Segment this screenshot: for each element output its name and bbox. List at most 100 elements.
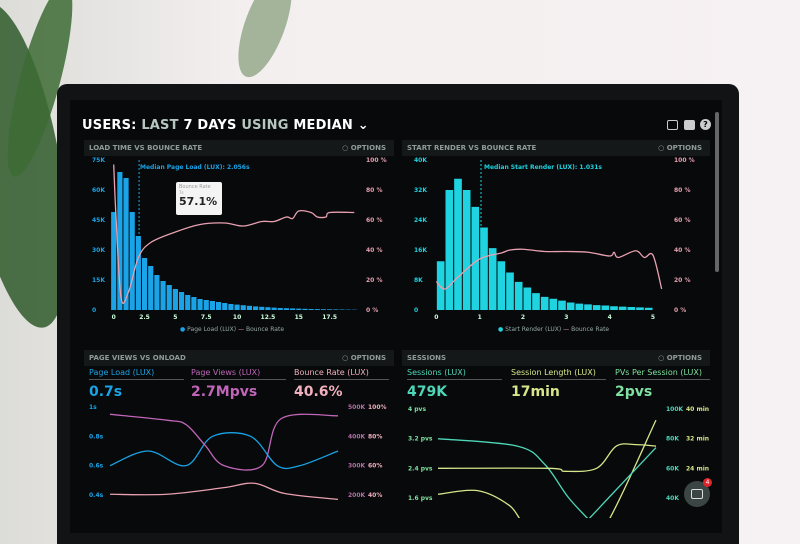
tooltip-value: 57.1% bbox=[179, 195, 219, 208]
y-tick-label: 24K bbox=[414, 217, 427, 224]
y3-tick-label: 60% bbox=[368, 463, 382, 470]
y3-tick-label: 24 min bbox=[686, 465, 709, 472]
y-tick-label: 32K bbox=[414, 187, 427, 194]
chat-button[interactable]: 4 bbox=[684, 481, 710, 507]
y3-tick-label: 40 min bbox=[686, 406, 709, 413]
x-tick-label: 0 bbox=[434, 314, 438, 321]
bar bbox=[524, 288, 532, 311]
bar bbox=[576, 304, 584, 310]
series-line bbox=[110, 433, 338, 469]
bar bbox=[154, 275, 159, 310]
x-tick-label: 5 bbox=[173, 314, 177, 321]
bar bbox=[333, 309, 338, 310]
bar bbox=[130, 212, 135, 310]
bar bbox=[472, 207, 480, 310]
y2-tick-label: 300K bbox=[348, 463, 366, 470]
bar bbox=[247, 306, 252, 310]
bar bbox=[290, 308, 295, 310]
bar bbox=[550, 299, 558, 310]
bar bbox=[259, 307, 264, 310]
series-line bbox=[438, 420, 656, 533]
bar bbox=[339, 310, 344, 311]
y2-tick-label: 80K bbox=[666, 436, 679, 443]
x-tick-label: 5 bbox=[651, 314, 655, 321]
y2-tick-label: 40 % bbox=[366, 247, 382, 254]
bar bbox=[610, 306, 618, 310]
bar bbox=[628, 307, 636, 310]
x-tick-label: 2.5 bbox=[139, 314, 150, 321]
bar bbox=[185, 295, 190, 310]
bar bbox=[284, 308, 289, 310]
y3-tick-label: 80% bbox=[368, 433, 382, 440]
y-tick-label: 30K bbox=[92, 247, 105, 254]
y2-tick-label: 400K bbox=[348, 433, 366, 440]
y-tick-label: 0.8s bbox=[89, 433, 104, 440]
x-tick-label: 15 bbox=[295, 314, 303, 321]
y-tick-label: 4 pvs bbox=[408, 406, 426, 413]
bar bbox=[278, 308, 283, 310]
plant-leaf bbox=[227, 0, 302, 84]
series-line bbox=[110, 414, 338, 470]
bar bbox=[191, 297, 196, 310]
bar bbox=[636, 307, 644, 310]
y-tick-label: 0.6s bbox=[89, 463, 104, 470]
y-tick-label: 60K bbox=[92, 187, 105, 194]
bar bbox=[272, 308, 277, 310]
y2-tick-label: 40 % bbox=[674, 247, 690, 254]
chat-icon bbox=[691, 489, 703, 499]
bar bbox=[204, 300, 209, 310]
y-tick-label: 15K bbox=[92, 277, 105, 284]
y2-tick-label: 60K bbox=[666, 465, 679, 472]
y2-tick-label: 0 % bbox=[366, 307, 378, 314]
x-tick-label: 17.5 bbox=[322, 314, 337, 321]
bar bbox=[197, 299, 202, 310]
bar bbox=[167, 285, 172, 310]
bar bbox=[241, 305, 246, 310]
x-tick-label: 0 bbox=[112, 314, 116, 321]
x-tick-label: 10 bbox=[233, 314, 241, 321]
bar bbox=[532, 293, 540, 310]
y-tick-label: 0 bbox=[414, 307, 418, 314]
bar bbox=[253, 306, 258, 310]
bar bbox=[235, 305, 240, 310]
y-tick-label: 0 bbox=[92, 307, 96, 314]
tooltip: Bounce Rate 7s 57.1% bbox=[176, 182, 222, 215]
bar bbox=[602, 306, 610, 311]
y-tick-label: 40K bbox=[414, 157, 427, 164]
series-line bbox=[581, 448, 656, 528]
bar bbox=[558, 301, 566, 310]
y-tick-label: 75K bbox=[92, 157, 105, 164]
y2-tick-label: 100K bbox=[666, 406, 684, 413]
y2-tick-label: 20 % bbox=[366, 277, 382, 284]
y2-tick-label: 0 % bbox=[674, 307, 686, 314]
y2-tick-label: 40K bbox=[666, 495, 679, 502]
bar bbox=[179, 292, 184, 310]
bar bbox=[302, 309, 307, 310]
bar bbox=[321, 309, 326, 310]
bar bbox=[437, 261, 445, 310]
bar bbox=[296, 309, 301, 310]
y2-tick-label: 200K bbox=[348, 492, 366, 499]
x-tick-label: 12.5 bbox=[261, 314, 276, 321]
y2-tick-label: 100 % bbox=[674, 157, 695, 164]
bar bbox=[222, 303, 227, 310]
notification-badge: 4 bbox=[703, 478, 712, 487]
x-tick-label: 4 bbox=[608, 314, 612, 321]
bar bbox=[142, 258, 147, 310]
y2-tick-label: 500K bbox=[348, 404, 366, 411]
x-tick-label: 2 bbox=[521, 314, 525, 321]
y-tick-label: 0.4s bbox=[89, 492, 104, 499]
y-tick-label: 8K bbox=[414, 277, 423, 284]
y2-tick-label: 20 % bbox=[674, 277, 690, 284]
bar bbox=[315, 309, 320, 310]
y2-tick-label: 60 % bbox=[366, 217, 382, 224]
bar bbox=[136, 236, 141, 310]
bar bbox=[216, 302, 221, 310]
dashboard-screen: USERS: LAST 7 DAYS USING MEDIAN ⌄ ? LOAD… bbox=[70, 100, 722, 533]
y2-tick-label: 60 % bbox=[674, 217, 690, 224]
bar bbox=[327, 309, 332, 310]
y2-tick-label: 100 % bbox=[366, 157, 387, 164]
y-tick-label: 3.2 pvs bbox=[408, 436, 433, 443]
y3-tick-label: 32 min bbox=[686, 436, 709, 443]
